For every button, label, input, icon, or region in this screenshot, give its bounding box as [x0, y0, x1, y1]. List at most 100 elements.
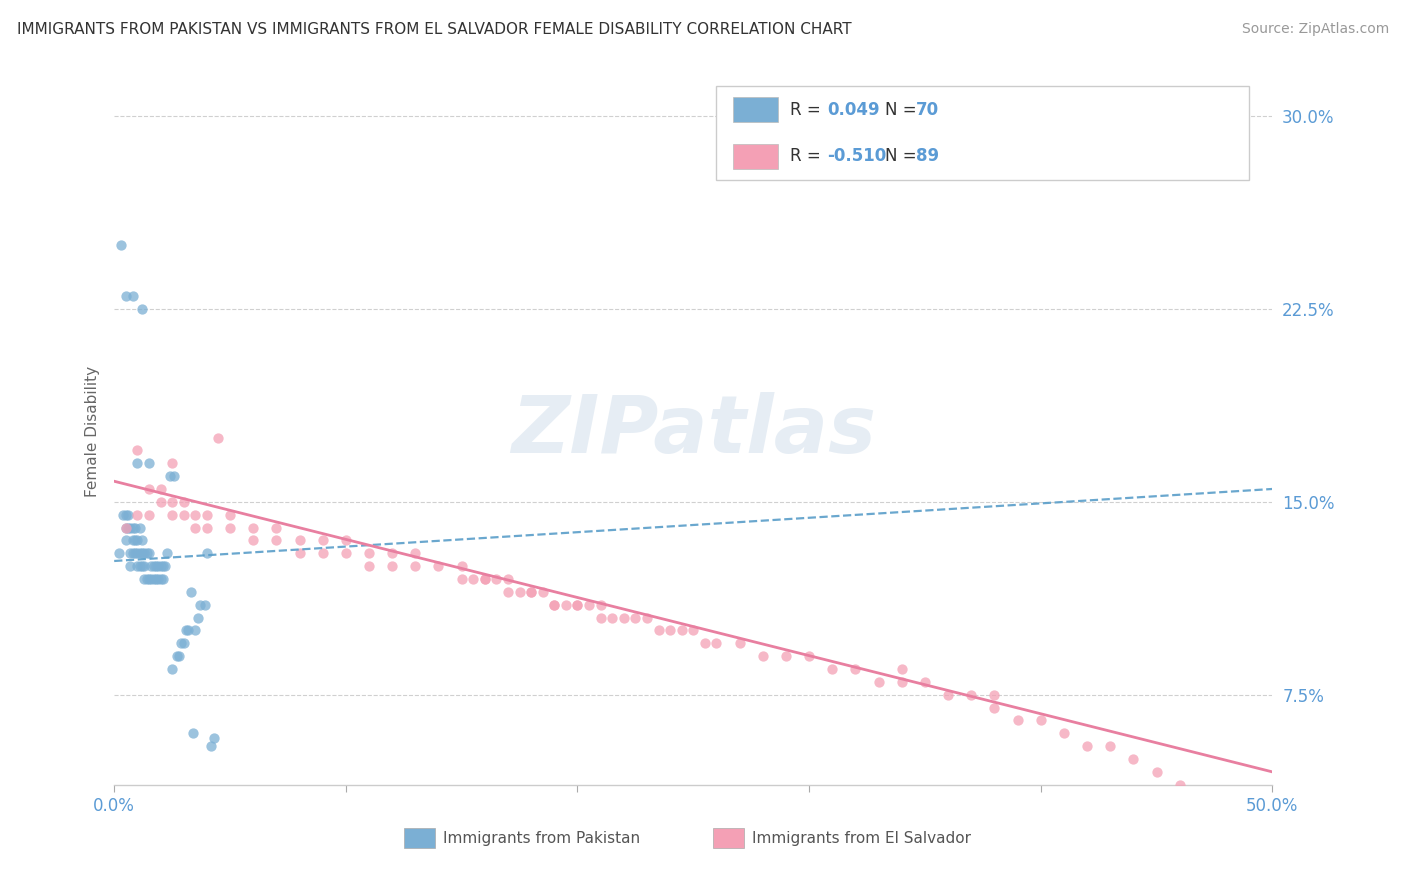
Point: [775, 649, 797, 664]
Point: [167, 649, 190, 664]
Point: [868, 674, 890, 689]
Point: [509, 585, 531, 599]
Point: [543, 598, 565, 612]
Point: [173, 636, 195, 650]
Point: [983, 688, 1005, 702]
Point: [821, 662, 844, 676]
Point: [138, 482, 160, 496]
Point: [114, 289, 136, 303]
Point: [914, 674, 936, 689]
Point: [1192, 790, 1215, 805]
Point: [728, 636, 751, 650]
Point: [128, 546, 150, 560]
Point: [1053, 726, 1076, 740]
Point: [983, 700, 1005, 714]
Text: 0.049: 0.049: [828, 101, 880, 119]
Point: [357, 559, 380, 574]
Point: [134, 559, 156, 574]
Point: [1168, 778, 1191, 792]
Point: [647, 624, 669, 638]
Text: 89: 89: [917, 147, 939, 165]
Point: [184, 520, 207, 534]
Point: [936, 688, 959, 702]
Point: [149, 482, 172, 496]
Point: [177, 624, 200, 638]
Point: [124, 520, 146, 534]
Point: [890, 674, 912, 689]
Point: [181, 726, 204, 740]
Point: [128, 520, 150, 534]
Point: [138, 572, 160, 586]
Point: [311, 533, 333, 548]
Point: [128, 559, 150, 574]
Point: [554, 598, 576, 612]
Point: [844, 662, 866, 676]
Point: [1122, 752, 1144, 766]
Y-axis label: Female Disability: Female Disability: [86, 366, 100, 497]
Point: [450, 559, 472, 574]
Point: [108, 546, 131, 560]
Point: [152, 572, 174, 586]
Point: [381, 546, 404, 560]
Point: [114, 520, 136, 534]
Point: [120, 546, 142, 560]
Point: [145, 559, 167, 574]
Point: [152, 559, 174, 574]
Text: N =: N =: [886, 101, 922, 119]
Point: [624, 610, 647, 624]
Point: [636, 610, 658, 624]
Point: [1007, 714, 1029, 728]
Point: [567, 598, 589, 612]
Point: [266, 520, 288, 534]
Point: [357, 546, 380, 560]
Point: [138, 508, 160, 522]
Point: [149, 572, 172, 586]
Point: [184, 624, 207, 638]
Point: [520, 585, 543, 599]
Point: [127, 546, 149, 560]
Point: [173, 495, 195, 509]
Point: [120, 559, 142, 574]
Point: [124, 546, 146, 560]
Point: [960, 688, 983, 702]
Point: [288, 546, 311, 560]
Point: [659, 624, 682, 638]
Point: [600, 610, 623, 624]
Point: [135, 572, 157, 586]
Point: [543, 598, 565, 612]
Point: [124, 533, 146, 548]
Point: [149, 495, 172, 509]
Point: [131, 301, 153, 316]
Point: [145, 572, 167, 586]
Point: [142, 559, 165, 574]
Point: [890, 662, 912, 676]
Point: [474, 572, 496, 586]
Point: [121, 546, 143, 560]
Point: [141, 572, 163, 586]
Point: [135, 546, 157, 560]
Point: [404, 546, 426, 560]
Point: [311, 546, 333, 560]
Point: [202, 731, 225, 746]
Point: [266, 533, 288, 548]
Point: [134, 546, 156, 560]
Point: [200, 739, 222, 754]
Point: [693, 636, 716, 650]
Point: [114, 520, 136, 534]
Text: Immigrants from Pakistan: Immigrants from Pakistan: [443, 830, 640, 846]
Point: [180, 585, 202, 599]
Text: N =: N =: [886, 147, 922, 165]
Text: ZIPatlas: ZIPatlas: [510, 392, 876, 470]
Point: [163, 469, 186, 483]
Point: [335, 546, 357, 560]
Point: [188, 598, 211, 612]
Text: R =: R =: [790, 101, 825, 119]
Point: [114, 508, 136, 522]
Text: 70: 70: [917, 101, 939, 119]
Point: [170, 636, 193, 650]
Point: [117, 508, 139, 522]
Point: [797, 649, 820, 664]
Point: [127, 533, 149, 548]
Point: [613, 610, 636, 624]
Point: [166, 649, 188, 664]
